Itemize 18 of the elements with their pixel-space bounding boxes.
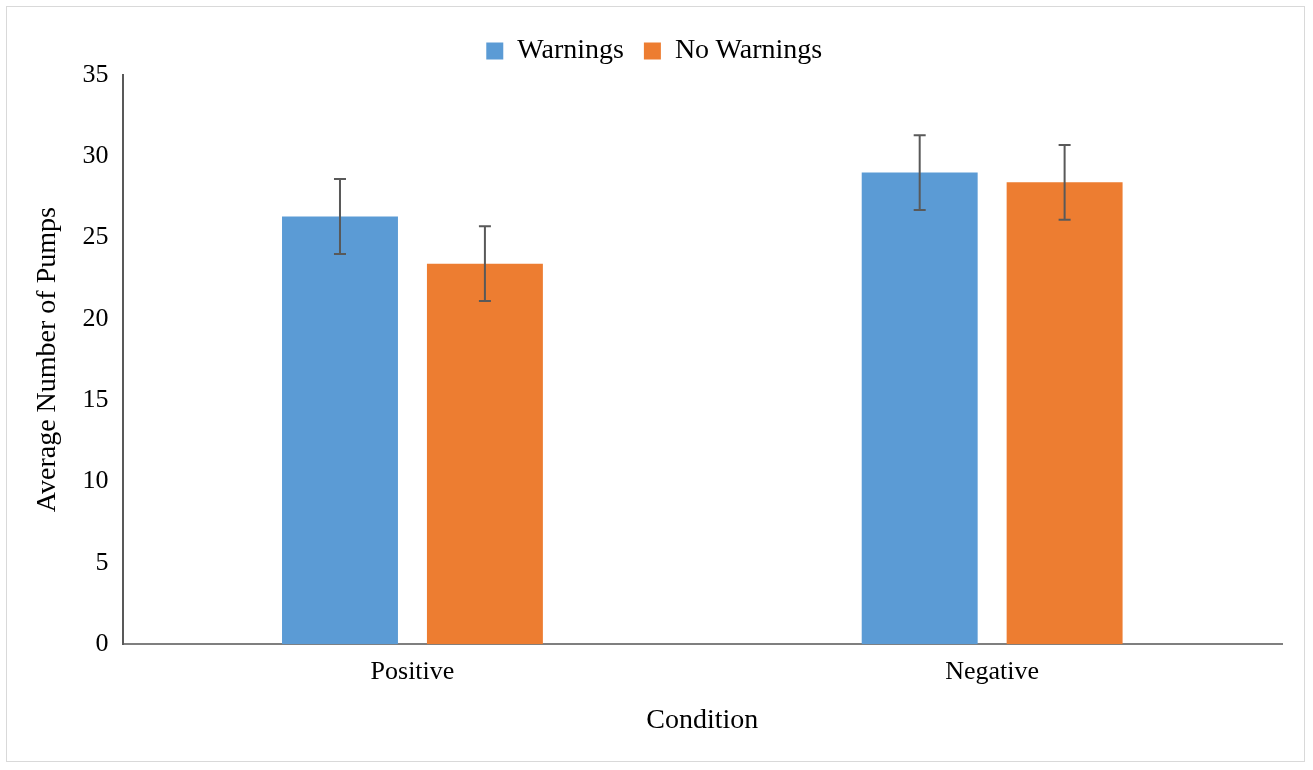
y-tick-label: 0 bbox=[95, 628, 109, 658]
y-tick-label: 5 bbox=[95, 546, 109, 576]
y-tick-label: 15 bbox=[82, 384, 109, 414]
bar bbox=[282, 216, 398, 645]
y-tick-label: 20 bbox=[82, 302, 109, 332]
x-tick-label: Negative bbox=[945, 655, 1040, 685]
bar bbox=[1006, 182, 1123, 645]
y-tick-label: 10 bbox=[82, 465, 109, 495]
y-tick-label: 25 bbox=[82, 221, 109, 251]
x-axis-title: Condition bbox=[646, 702, 759, 734]
y-axis-title: Average Number of Pumps bbox=[30, 207, 62, 513]
legend-label: No Warnings bbox=[674, 33, 823, 65]
bar bbox=[426, 263, 543, 645]
legend-label: Warnings bbox=[517, 33, 624, 65]
y-tick-label: 35 bbox=[82, 58, 109, 88]
bar bbox=[861, 172, 978, 645]
x-tick-label: Positive bbox=[370, 655, 455, 685]
y-tick-label: 30 bbox=[82, 140, 109, 170]
